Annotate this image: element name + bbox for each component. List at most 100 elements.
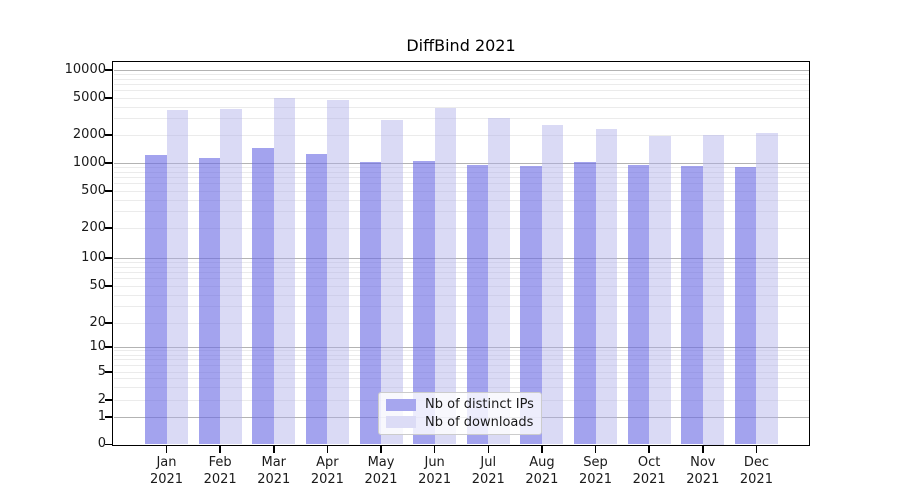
x-tick-mark [648,446,650,453]
x-tick-mark [273,446,275,453]
y-tick-mark [105,443,112,446]
bar-downloads-sep [595,129,618,445]
x-tick-label: Nov 2021 [675,454,731,488]
bar-distinct-ips-may [359,161,382,445]
gridline-major [113,162,809,164]
x-tick-label: Oct 2021 [621,454,677,488]
bar-distinct-ips-mar [252,147,274,445]
y-tick-mark [105,322,112,324]
x-tick-month: Sep [583,455,608,470]
legend-label-downloads: Nb of downloads [425,414,534,430]
x-tick-month: May [367,455,395,470]
y-tick-mark [105,190,112,192]
y-tick-label: 2000 [72,126,106,142]
gridline-minor [113,387,809,389]
gridline-minor [113,371,809,373]
y-tick-mark [105,399,112,401]
gridline-major [113,69,809,71]
y-tick-mark [105,285,112,287]
gridline-minor [113,271,809,273]
gridline-minor [113,285,809,287]
x-tick-mark [541,446,543,453]
x-tick-month: Nov [690,455,716,470]
gridline-minor [113,261,809,263]
bar-downloads-jun [434,108,457,445]
bar-downloads-mar [273,97,296,445]
y-tick-label: 1 [97,408,106,424]
x-tick-month: Mar [261,455,287,470]
x-tick-label: Dec 2021 [728,454,784,488]
x-tick-year: 2021 [632,472,666,487]
bar-distinct-ips-oct [627,165,650,445]
y-tick-mark [105,97,112,99]
y-tick-label: 5000 [72,89,106,105]
gridline-minor [113,134,809,136]
x-tick-mark [165,446,168,453]
gridline-minor [113,227,809,229]
gridline-minor [113,176,809,178]
gridline-minor [113,90,809,92]
legend-item-downloads: Nb of downloads [386,415,534,430]
y-tick-label: 20 [89,314,106,330]
legend: Nb of distinct IPs Nb of downloads [378,392,542,435]
x-tick-year: 2021 [203,472,237,487]
x-tick-label: Aug 2021 [514,454,570,488]
y-tick-label: 5 [97,363,106,379]
x-tick-month: Jun [424,455,445,470]
x-tick-year: 2021 [578,472,613,487]
x-tick-year: 2021 [418,472,452,487]
gridline-major [113,346,809,348]
gridline-minor [113,106,809,108]
legend-label-distinct-ips: Nb of distinct IPs [425,397,534,413]
y-tick-label: 10000 [64,61,106,77]
chart-title: DiffBind 2021 [406,36,516,55]
gridline-minor [113,322,809,324]
bar-downloads-feb [220,109,242,445]
x-tick-mark [219,446,221,453]
gridline-minor [113,278,809,280]
bar-downloads-oct [649,136,671,445]
y-tick-mark [105,416,112,418]
x-tick-year: 2021 [686,472,720,487]
x-tick-year: 2021 [471,472,505,487]
bar-downloads-may [381,119,403,445]
x-tick-label: Jul 2021 [460,454,516,488]
x-tick-mark [702,446,704,453]
bar-distinct-ips-sep [574,161,596,445]
y-tick-label: 200 [81,219,106,235]
gridline-minor [113,118,809,120]
bar-distinct-ips-jan [145,154,167,445]
bar-distinct-ips-jul [466,165,489,445]
x-tick-label: Feb 2021 [192,454,248,488]
x-tick-year: 2021 [149,472,184,487]
bar-distinct-ips-aug [520,166,542,445]
x-tick-year: 2021 [525,472,559,487]
x-tick-year: 2021 [310,472,344,487]
bar-downloads-nov [702,135,725,445]
bar-distinct-ips-dec [734,167,757,445]
y-tick-mark [105,227,112,229]
x-tick-label: Apr 2021 [299,454,355,488]
gridline-minor [113,364,809,366]
bar-distinct-ips-apr [305,153,328,445]
x-tick-mark [433,446,436,453]
x-tick-month: Dec [743,455,769,470]
x-tick-mark [594,446,597,453]
legend-swatch-downloads [386,416,416,429]
legend-item-distinct-ips: Nb of distinct IPs [386,397,534,412]
bar-distinct-ips-feb [198,158,221,445]
x-tick-mark [755,446,758,453]
legend-swatch-distinct-ips [386,398,416,411]
x-tick-label: Sep 2021 [568,454,624,488]
gridline-minor [113,73,809,75]
gridline-minor [113,211,809,213]
x-tick-label: May 2021 [353,454,409,488]
y-tick-label: 50 [89,277,106,293]
bar-downloads-aug [541,125,564,445]
gridline-major [113,257,809,259]
gridline-minor [113,359,809,361]
y-tick-label: 0 [97,436,106,451]
x-tick-year: 2021 [364,472,398,487]
bar-downloads-apr [327,99,349,445]
